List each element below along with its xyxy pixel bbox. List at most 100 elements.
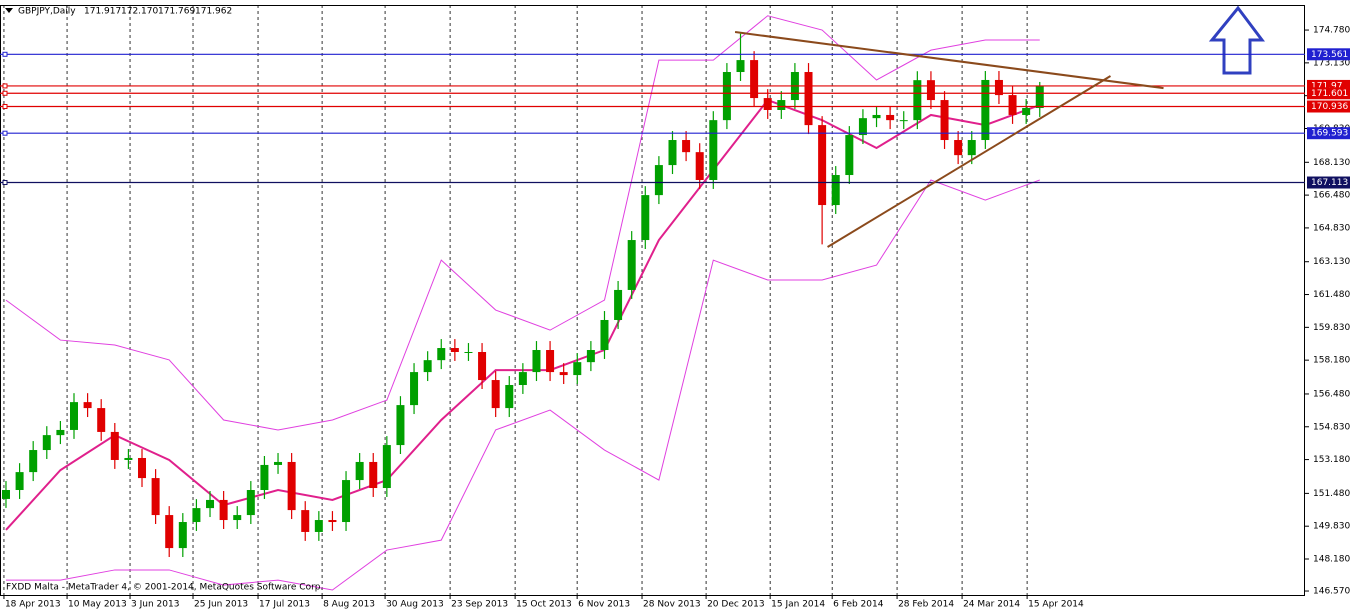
y-tick-label: 174.780 [1313, 26, 1350, 36]
candle-body [899, 120, 908, 122]
level-label: 170.936 [1311, 102, 1348, 112]
x-tick-label: 18 Apr 2013 [5, 600, 61, 610]
candle-body [287, 461, 296, 511]
level-handle [2, 83, 8, 89]
candle-body [1022, 108, 1031, 115]
y-tick-label: 151.480 [1313, 489, 1350, 499]
candle-body [314, 520, 323, 532]
candle-body [994, 79, 1003, 96]
candle-body [505, 385, 514, 409]
candle-body [369, 461, 378, 489]
candle-body [736, 60, 745, 73]
candle-body [763, 98, 772, 110]
candle-body [69, 402, 78, 430]
candle-body [954, 140, 963, 156]
candle-body [668, 140, 677, 166]
y-tick-label: 149.830 [1313, 522, 1350, 532]
level-label-box [1307, 100, 1350, 113]
level-label: 167.113 [1311, 178, 1348, 188]
candle-body [342, 480, 351, 523]
level-label: 171.601 [1311, 89, 1348, 99]
candle-body [858, 118, 867, 136]
x-tick-label: 10 May 2013 [68, 600, 127, 610]
level-label: 169.593 [1311, 129, 1348, 139]
candle-body [206, 499, 215, 509]
candle-body [410, 372, 419, 406]
candle-body [777, 100, 786, 110]
candle-body [614, 289, 623, 320]
y-tick-label: 154.830 [1313, 422, 1350, 432]
candle-body [518, 372, 527, 386]
candle-body [56, 429, 65, 436]
candle-body [926, 80, 935, 101]
trendline [734, 31, 1164, 90]
candle-body [382, 445, 391, 489]
x-tick-label: 15 Apr 2014 [1028, 600, 1084, 610]
x-tick-label: 15 Oct 2013 [516, 600, 572, 610]
candle-body [491, 380, 500, 409]
y-tick-label: 168.130 [1313, 158, 1350, 168]
candle-body [967, 140, 976, 156]
candle-body [804, 72, 813, 126]
candle-body [42, 435, 51, 451]
candle-body [845, 135, 854, 176]
level-handle [2, 51, 8, 57]
candle-body [219, 499, 228, 521]
candle-body [396, 405, 405, 446]
candle-body [260, 464, 269, 491]
x-tick-label: 23 Sep 2013 [451, 600, 508, 610]
candle-body [709, 120, 718, 180]
y-tick-label: 156.480 [1313, 389, 1350, 399]
indicator-line [5, 179, 1040, 591]
x-tick-label: 20 Dec 2013 [707, 600, 765, 610]
ohlc-open: 171.917 [84, 7, 121, 17]
candle-body [722, 72, 731, 121]
candle-body [233, 515, 242, 521]
symbol: GBPJPY,Daily [18, 7, 76, 17]
x-tick-label: 15 Jan 2014 [771, 600, 825, 610]
candle-body [695, 152, 704, 180]
candle-body [138, 457, 147, 479]
candle-body [437, 348, 446, 361]
candle-body [559, 372, 568, 376]
x-tick-label: 17 Jul 2013 [259, 600, 310, 610]
level-label: 173.561 [1311, 50, 1348, 60]
plot-layer [0, 5, 1305, 599]
candle-body [1, 490, 10, 499]
candle-body [165, 515, 174, 549]
candle-body [641, 195, 650, 241]
ohlc-high: 172.170 [121, 7, 158, 17]
ohlc-close: 171.962 [195, 7, 232, 17]
candle-body [15, 472, 24, 491]
level-handle [2, 90, 8, 96]
candle-body [478, 352, 487, 381]
level-label-box [1307, 48, 1350, 61]
candle-body [586, 350, 595, 363]
indicator-line [5, 15, 1040, 431]
level-handle [2, 180, 8, 186]
x-tick-label: 6 Feb 2014 [833, 600, 884, 610]
x-tick-label: 3 Jun 2013 [131, 600, 179, 610]
candle-body [97, 408, 106, 432]
candle-body [192, 508, 201, 523]
candle-body [246, 490, 255, 516]
menu-triangle[interactable] [5, 8, 13, 13]
candle-body [532, 350, 541, 373]
x-tick-label: 25 Jun 2013 [194, 600, 248, 610]
y-tick-label: 159.830 [1313, 323, 1350, 333]
ohlc-low: 171.769 [158, 7, 195, 17]
level-handle [2, 130, 8, 136]
candle-body [1035, 86, 1044, 109]
candle-body [124, 457, 133, 460]
candle-body [151, 478, 160, 516]
y-tick-label: 173.130 [1313, 58, 1350, 68]
candle-body [423, 360, 432, 373]
y-tick-label: 153.180 [1313, 455, 1350, 465]
candle-body [301, 510, 310, 532]
x-tick-label: 30 Aug 2013 [386, 600, 444, 610]
candle-body [355, 461, 364, 481]
x-tick-label: 6 Nov 2013 [578, 600, 630, 610]
candle-body [913, 80, 922, 121]
